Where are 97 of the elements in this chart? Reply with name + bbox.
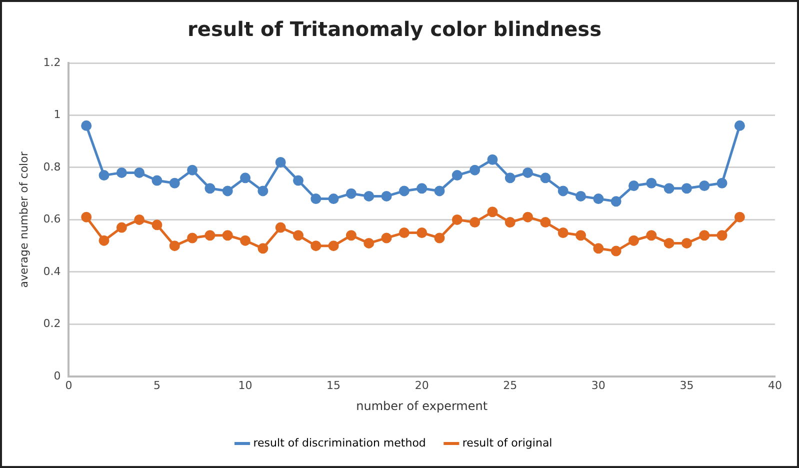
point bbox=[81, 212, 92, 222]
point bbox=[292, 230, 304, 241]
point bbox=[610, 196, 622, 207]
x-tick-label: 10 bbox=[238, 378, 252, 392]
point bbox=[222, 186, 233, 196]
point bbox=[134, 214, 145, 225]
point bbox=[152, 175, 162, 186]
point bbox=[593, 194, 604, 204]
point bbox=[398, 186, 410, 196]
point bbox=[310, 240, 322, 252]
point bbox=[364, 238, 374, 248]
point bbox=[310, 194, 322, 204]
point bbox=[522, 167, 534, 178]
point bbox=[434, 232, 445, 244]
point bbox=[558, 228, 568, 238]
point bbox=[240, 235, 251, 246]
point bbox=[258, 186, 268, 196]
y-tick-label: 0.6 bbox=[43, 212, 61, 226]
point bbox=[116, 222, 127, 233]
point bbox=[470, 164, 480, 176]
point bbox=[152, 220, 162, 230]
point bbox=[169, 178, 180, 188]
x-tick-label: 20 bbox=[414, 378, 429, 392]
point bbox=[734, 212, 745, 222]
y-tick-label: 1 bbox=[54, 108, 61, 122]
point bbox=[134, 167, 145, 178]
y-tick-label: 0.2 bbox=[43, 317, 61, 330]
point bbox=[452, 170, 462, 181]
x-tick-label: 35 bbox=[680, 378, 694, 392]
point bbox=[646, 230, 657, 241]
point bbox=[716, 178, 728, 188]
point bbox=[292, 175, 304, 186]
point bbox=[558, 186, 568, 196]
x-tick-label: 15 bbox=[326, 378, 341, 392]
point bbox=[275, 222, 286, 233]
point bbox=[222, 230, 233, 241]
point bbox=[487, 154, 498, 165]
chart-title: result of Tritanomaly color blindness bbox=[188, 17, 602, 42]
point bbox=[98, 235, 110, 246]
legend-label: result of original bbox=[462, 436, 552, 450]
point bbox=[364, 190, 374, 202]
point bbox=[116, 167, 127, 178]
point bbox=[416, 183, 428, 194]
point bbox=[275, 156, 286, 168]
point bbox=[98, 170, 110, 181]
point bbox=[416, 228, 428, 238]
point bbox=[452, 214, 462, 225]
y-tick-label: 0.4 bbox=[43, 264, 61, 278]
point bbox=[346, 188, 356, 199]
x-axis-title: number of experment bbox=[356, 398, 488, 413]
point bbox=[681, 238, 692, 248]
legend-label: result of discrimination method bbox=[253, 436, 426, 450]
point bbox=[487, 206, 498, 218]
point bbox=[699, 230, 710, 241]
point bbox=[734, 120, 745, 131]
point bbox=[681, 183, 692, 194]
point bbox=[187, 164, 198, 176]
x-tick-label: 40 bbox=[768, 378, 782, 392]
point bbox=[81, 120, 92, 131]
y-tick-label: 0.8 bbox=[43, 160, 61, 174]
point bbox=[470, 217, 480, 228]
x-tick-label: 30 bbox=[591, 378, 606, 392]
point bbox=[628, 235, 639, 246]
point bbox=[434, 186, 445, 196]
point bbox=[328, 194, 339, 204]
point bbox=[240, 172, 251, 184]
point bbox=[646, 178, 657, 188]
point bbox=[540, 217, 551, 228]
point bbox=[576, 190, 586, 202]
point bbox=[664, 183, 674, 194]
x-tick-label: 0 bbox=[65, 378, 72, 392]
point bbox=[204, 183, 216, 194]
point bbox=[381, 232, 392, 244]
y-tick-label: 1.2 bbox=[43, 56, 61, 69]
point bbox=[381, 190, 392, 202]
point bbox=[346, 230, 356, 241]
point bbox=[664, 238, 674, 248]
point bbox=[593, 243, 604, 254]
point bbox=[398, 228, 410, 238]
point bbox=[628, 180, 639, 191]
point bbox=[187, 232, 198, 244]
y-tick-label: 0 bbox=[54, 369, 61, 382]
point bbox=[610, 246, 622, 256]
x-tick-label: 25 bbox=[503, 378, 518, 392]
point bbox=[328, 240, 339, 252]
point bbox=[504, 217, 516, 228]
point bbox=[204, 230, 216, 241]
point bbox=[522, 212, 534, 222]
point bbox=[699, 180, 710, 191]
point bbox=[716, 230, 728, 241]
point bbox=[540, 172, 551, 184]
y-axis-title: average number of color bbox=[17, 151, 30, 288]
x-tick-label: 5 bbox=[153, 378, 160, 392]
point bbox=[504, 172, 516, 184]
point bbox=[169, 240, 180, 252]
point bbox=[576, 230, 586, 241]
point bbox=[258, 243, 268, 254]
